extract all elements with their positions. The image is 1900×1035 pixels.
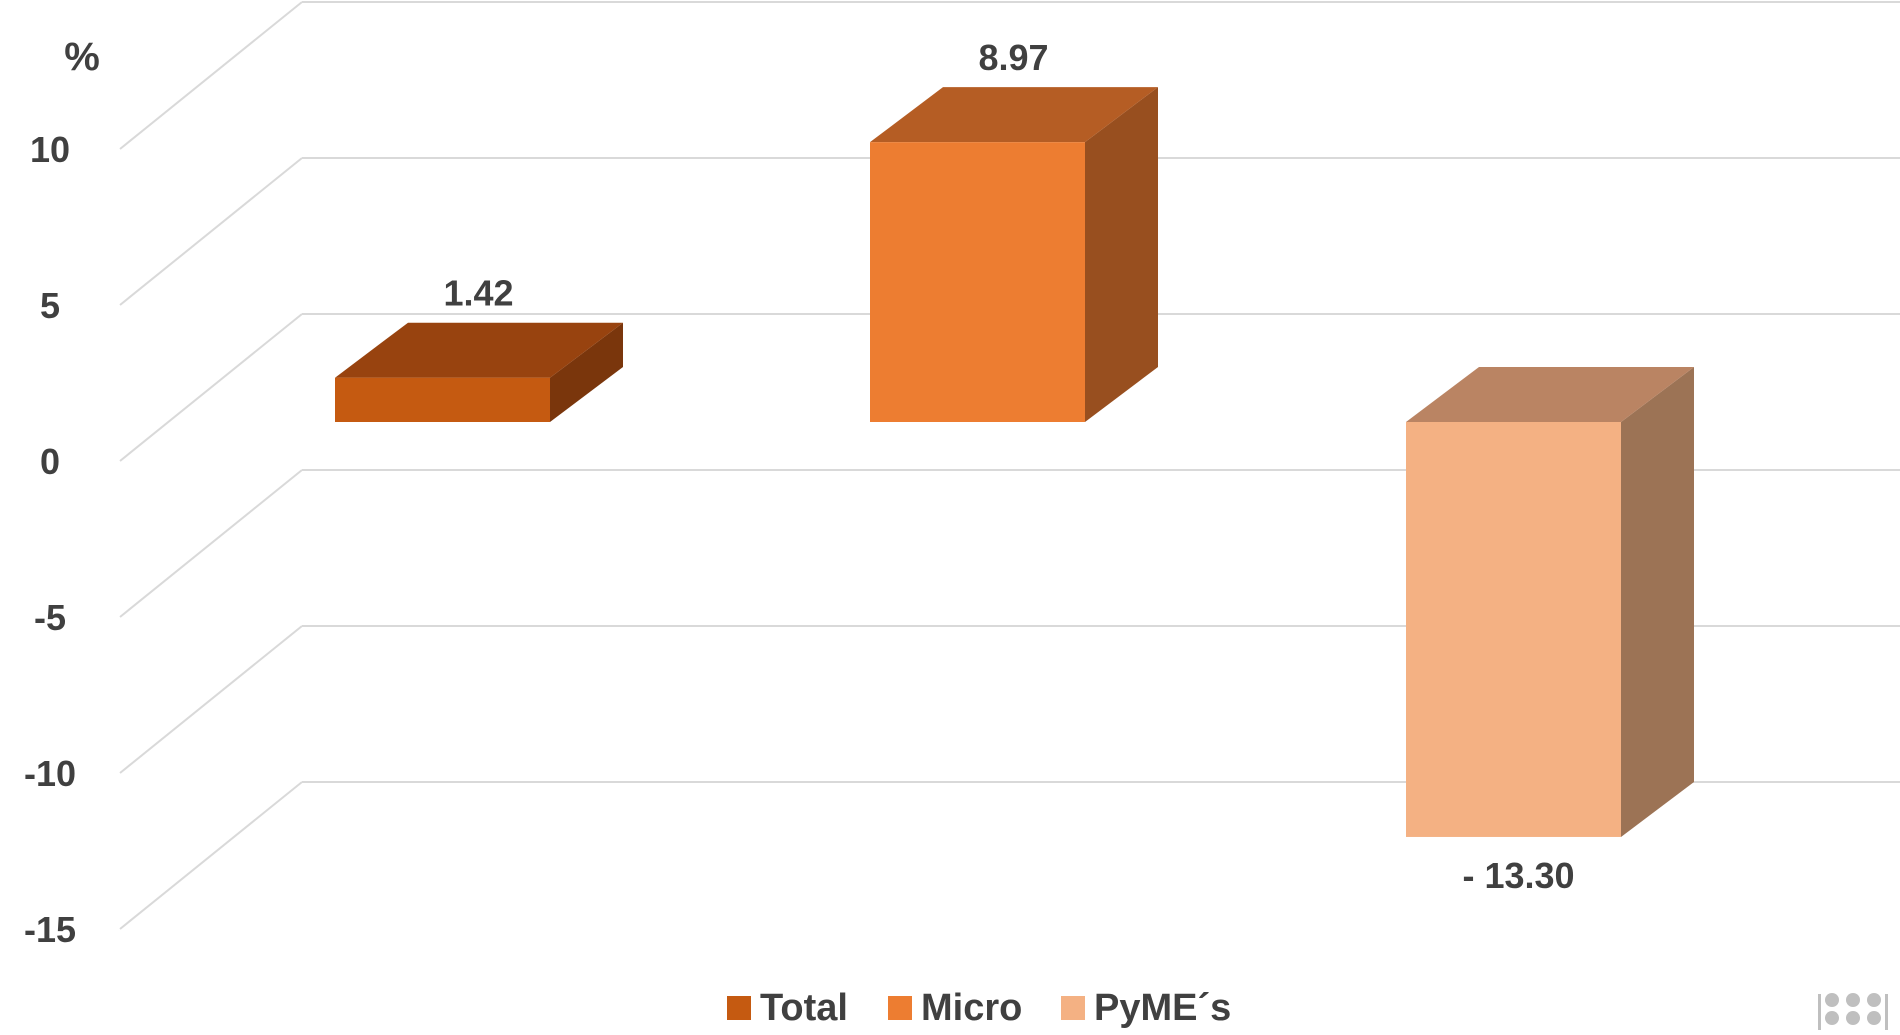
bar-front-face [870,142,1085,423]
bar-top-face [870,87,1158,143]
bar-micro [870,87,1158,423]
legend-swatch [888,996,912,1020]
gridline-diagonal [119,157,303,306]
bar-pyme-s [1406,367,1694,837]
bar-total [335,322,623,422]
data-label: 1.42 [443,273,513,314]
data-labels: 1.42 8.97 - 13.30 [443,37,1574,896]
legend-item: PyME´s [1061,987,1231,1029]
y-tick-label: 10 [30,129,70,170]
y-axis-ticks: 10 5 0 -5 -10 -15 [24,129,76,950]
gridline-diagonal [119,625,303,774]
y-tick-label: 0 [40,441,60,482]
bar-top-face [1406,367,1694,422]
legend-label: Total [760,987,848,1029]
bar-side-face [1621,367,1694,837]
bar-side-face [550,322,623,422]
bar-front-face [335,377,550,422]
logo-icon [1818,993,1888,1030]
legend-swatch [1061,996,1085,1020]
legend-item: Total [727,987,848,1029]
gridline-diagonal [119,313,303,462]
data-label: - 13.30 [1462,855,1574,896]
gridline-diagonal [119,1,303,150]
legend-item: Micro [888,987,1022,1029]
legend-label: Micro [921,987,1022,1029]
legend-label: PyME´s [1094,987,1231,1029]
y-tick-label: -5 [34,597,66,638]
bar-top-face [335,322,623,378]
legend-swatch [727,996,751,1020]
bar-side-face [1085,87,1158,423]
data-label: 8.97 [978,37,1048,78]
legend: Total Micro PyME´s [727,987,1231,1029]
y-tick-label: -15 [24,909,76,950]
y-axis-label: % [64,35,100,79]
bar-front-face [1406,422,1621,837]
y-tick-label: -10 [24,753,76,794]
bars [335,87,1694,837]
y-tick-label: 5 [40,285,60,326]
gridline-diagonal [119,781,303,930]
gridline-diagonal [119,469,303,618]
